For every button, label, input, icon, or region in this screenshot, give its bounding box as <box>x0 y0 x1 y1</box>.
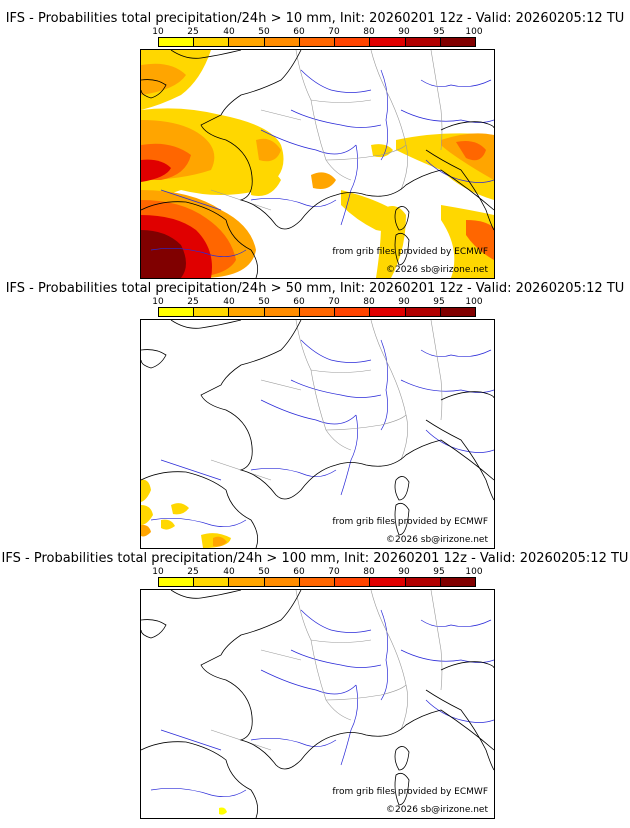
tick-label: 10 <box>152 27 164 37</box>
tick-label: 50 <box>258 297 270 307</box>
colorbar-segment <box>229 308 265 316</box>
colorbar-segment <box>299 578 336 586</box>
colorbar-segment <box>264 38 300 46</box>
tick-label: 40 <box>223 567 235 577</box>
tick-label: 25 <box>187 567 199 577</box>
colorbar-segment <box>194 308 230 316</box>
colorbar-segment <box>229 38 265 46</box>
probability-map: from grib files provided by ECMWF ©2026 … <box>140 319 495 549</box>
tick-label: 25 <box>187 297 199 307</box>
colorbar-segment <box>299 38 336 46</box>
colorbar-segment <box>370 38 406 46</box>
colorbar-segment <box>405 578 441 586</box>
colorbar <box>158 307 476 317</box>
tick-label: 95 <box>433 297 445 307</box>
credit-source: from grib files provided by ECMWF <box>332 517 488 527</box>
tick-label: 90 <box>398 567 410 577</box>
tick-label: 60 <box>293 27 305 37</box>
tick-label: 10 <box>152 567 164 577</box>
tick-label: 80 <box>363 297 375 307</box>
colorbar-segment <box>194 578 230 586</box>
tick-label: 80 <box>363 27 375 37</box>
colorbar-segment <box>299 308 336 316</box>
tick-label: 95 <box>433 567 445 577</box>
colorbar-segment <box>405 38 441 46</box>
tick-label: 90 <box>398 297 410 307</box>
probability-map: from grib files provided by ECMWF ©2026 … <box>140 589 495 819</box>
colorbar-segment <box>229 578 265 586</box>
tick-label: 70 <box>328 567 340 577</box>
tick-label: 50 <box>258 27 270 37</box>
tick-label: 50 <box>258 567 270 577</box>
colorbar-segment <box>194 38 230 46</box>
rivers <box>150 69 494 257</box>
credit-copyright: ©2026 sb@irizone.net <box>386 265 488 275</box>
tick-label: 10 <box>152 297 164 307</box>
colorbar-tick-labels: 10 25 40 50 60 70 80 90 95 100 <box>150 567 490 577</box>
panel-100mm: IFS - Probabilities total precipitation/… <box>0 540 630 819</box>
precip-shading <box>141 479 231 548</box>
colorbar-segment <box>159 38 195 46</box>
colorbar-tick-labels: 10 25 40 50 60 70 80 90 95 100 <box>150 27 490 37</box>
tick-label: 40 <box>223 297 235 307</box>
credit-source: from grib files provided by ECMWF <box>332 787 488 797</box>
panel-10mm: IFS - Probabilities total precipitation/… <box>0 0 630 279</box>
probability-map: from grib files provided by ECMWF ©2026 … <box>140 49 495 279</box>
tick-label: 90 <box>398 27 410 37</box>
colorbar-segment <box>159 308 195 316</box>
borders <box>210 320 443 481</box>
colorbar-segment <box>370 578 406 586</box>
credit-source: from grib files provided by ECMWF <box>332 247 488 257</box>
tick-label: 80 <box>363 567 375 577</box>
panel-50mm: IFS - Probabilities total precipitation/… <box>0 270 630 549</box>
colorbar-segment <box>335 38 371 46</box>
tick-label: 100 <box>465 27 483 37</box>
map-canvas <box>141 320 494 548</box>
tick-label: 95 <box>433 27 445 37</box>
credit-copyright: ©2026 sb@irizone.net <box>386 535 488 545</box>
colorbar-segment <box>159 578 195 586</box>
tick-label: 40 <box>223 27 235 37</box>
colorbar-segment <box>405 308 441 316</box>
precip-shading <box>219 807 227 815</box>
colorbar-tick-labels: 10 25 40 50 60 70 80 90 95 100 <box>150 297 490 307</box>
map-canvas <box>141 590 494 818</box>
tick-label: 100 <box>465 567 483 577</box>
panel-title: IFS - Probabilities total precipitation/… <box>1 551 629 566</box>
precip-shading <box>141 50 494 278</box>
tick-label: 100 <box>465 297 483 307</box>
colorbar-segment <box>335 578 371 586</box>
tick-label: 70 <box>328 27 340 37</box>
colorbar-segment <box>440 578 475 586</box>
rivers <box>150 609 494 797</box>
coastlines <box>141 320 494 548</box>
colorbar-segment <box>440 308 475 316</box>
tick-label: 70 <box>328 297 340 307</box>
tick-label: 60 <box>293 567 305 577</box>
tick-label: 25 <box>187 27 199 37</box>
coastlines <box>141 590 494 818</box>
map-canvas <box>141 50 494 278</box>
colorbar-segment <box>440 38 475 46</box>
colorbar-segment <box>335 308 371 316</box>
colorbar-segment <box>264 308 300 316</box>
credit-copyright: ©2026 sb@irizone.net <box>386 805 488 815</box>
rivers <box>150 339 494 527</box>
colorbar-segment <box>370 308 406 316</box>
panel-title: IFS - Probabilities total precipitation/… <box>5 11 625 26</box>
colorbar <box>158 577 476 587</box>
colorbar-segment <box>264 578 300 586</box>
panel-title: IFS - Probabilities total precipitation/… <box>5 281 625 296</box>
coastlines <box>141 50 494 278</box>
colorbar <box>158 37 476 47</box>
borders <box>210 590 443 751</box>
tick-label: 60 <box>293 297 305 307</box>
